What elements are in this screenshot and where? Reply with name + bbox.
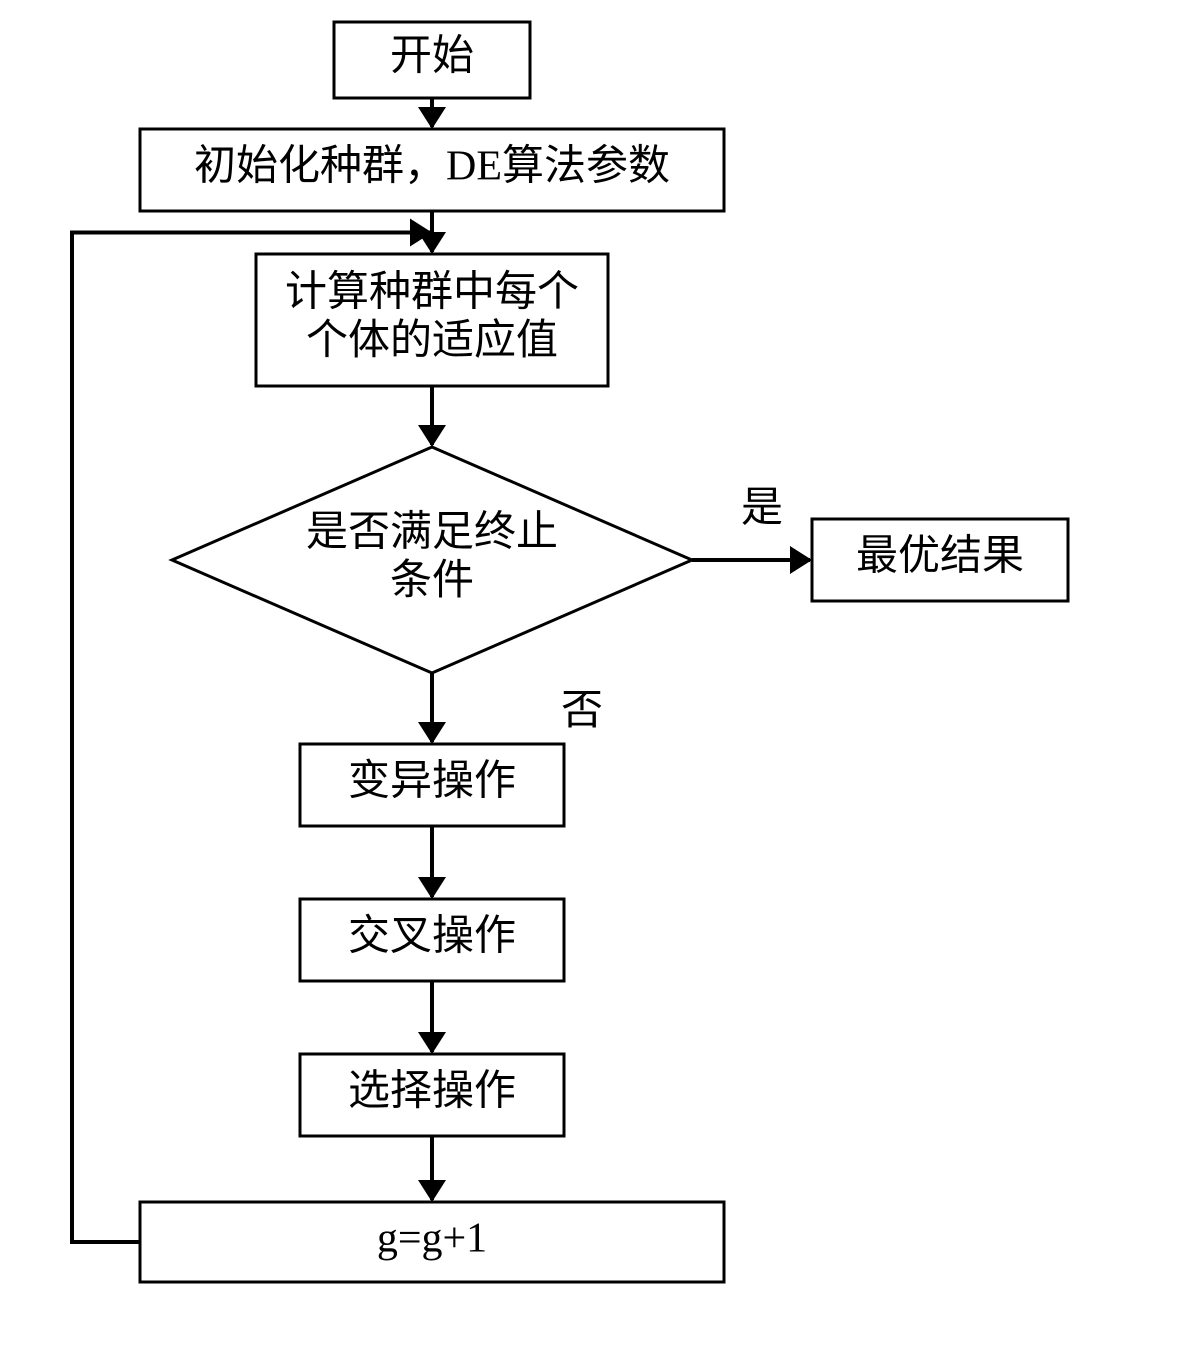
edge-label: 否	[561, 688, 603, 734]
node-text: 交叉操作	[348, 913, 516, 960]
node-text: 初始化种群，DE算法参数	[194, 143, 670, 190]
node-text: 最优结果	[856, 534, 1024, 580]
node-text: 计算种群中每个	[285, 269, 579, 315]
node-text: 是否满足终止	[306, 509, 558, 555]
node-text: 开始	[390, 34, 474, 80]
node-text: 条件	[390, 558, 474, 604]
node-text: 选择操作	[348, 1069, 516, 1115]
node-text: 个体的适应值	[306, 317, 558, 364]
node-text: g=g+1	[377, 1216, 487, 1262]
node-text: 变异操作	[348, 758, 516, 805]
edge-label: 是	[741, 486, 783, 532]
